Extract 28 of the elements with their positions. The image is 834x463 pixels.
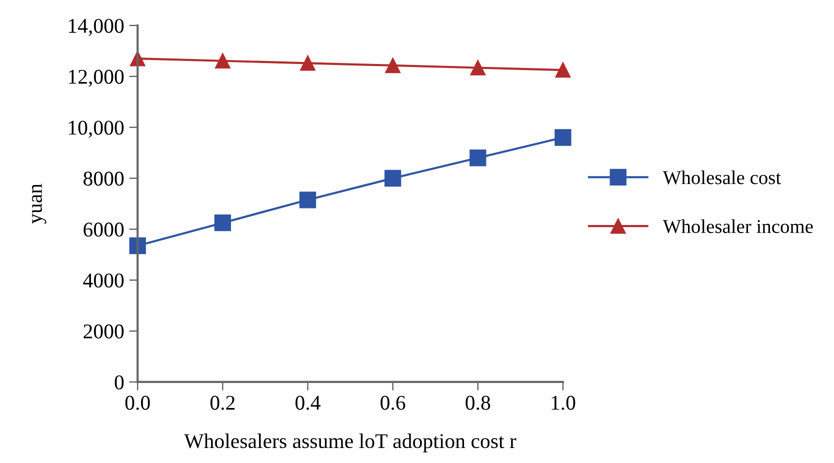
y-axis-title: yuan xyxy=(32,184,46,224)
x-tick-label: 1.0 xyxy=(552,396,576,410)
point xyxy=(300,56,316,71)
point xyxy=(470,150,486,166)
y-tick-label: 14,000 xyxy=(68,18,124,36)
point xyxy=(385,58,400,74)
point xyxy=(554,129,572,146)
x-tick-label: 0.4 xyxy=(296,396,320,410)
y-tick-label: 12,000 xyxy=(68,70,124,87)
y-tick-label: 10,000 xyxy=(68,120,124,138)
point xyxy=(215,53,230,68)
point xyxy=(470,60,486,76)
legend-label: Wholesale cost xyxy=(662,170,781,184)
x-tick-label: 0.2 xyxy=(210,396,235,410)
x-axis-title: Wholesalers assume loT adoption cost r xyxy=(184,434,516,452)
y-tick-label: 2000 xyxy=(84,324,124,338)
point xyxy=(384,170,402,187)
legend-label: Wholesaler income xyxy=(662,219,813,234)
x-tick-label: 0.6 xyxy=(380,396,406,410)
point xyxy=(555,62,571,78)
point xyxy=(214,214,232,232)
x-tick-label: 0.0 xyxy=(125,396,150,410)
y-tick-label: 4000 xyxy=(83,273,124,288)
y-tick-label: 8000 xyxy=(84,172,124,186)
y-tick-label: 0 xyxy=(114,375,124,390)
point xyxy=(299,192,316,208)
y-tick-label: 6000 xyxy=(84,222,124,237)
x-tick-label: 0.8 xyxy=(466,396,490,410)
